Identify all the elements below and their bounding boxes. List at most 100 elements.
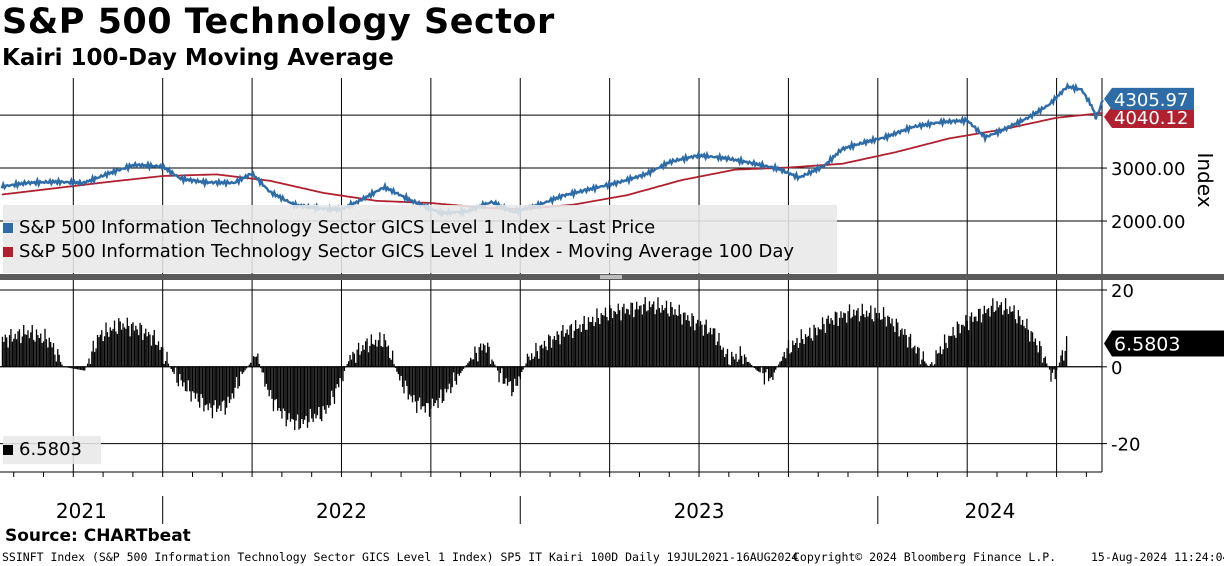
kairi-bar	[3, 341, 5, 367]
kairi-bar	[116, 333, 119, 367]
kairi-bar	[20, 343, 22, 367]
kairi-bar	[6, 337, 8, 367]
kairi-bar	[274, 366, 276, 401]
kairi-bar	[159, 349, 161, 367]
kairi-bar	[25, 334, 28, 367]
kairi-bar	[272, 366, 275, 412]
kairi-bar	[112, 328, 114, 367]
last-value-badge-last-price-shape	[1104, 87, 1194, 110]
kairi-bar	[644, 297, 646, 367]
kairi-bar	[939, 346, 941, 367]
kairi-bar	[786, 348, 788, 367]
kairi-bar	[162, 347, 164, 367]
kairi-bar	[482, 343, 485, 367]
kairi-bar	[251, 366, 253, 369]
kairi-bar	[583, 315, 585, 367]
kairi-bar	[373, 344, 375, 367]
kairi-bar	[455, 366, 458, 385]
y-axis-title: Index	[1193, 152, 1217, 207]
kairi-bar	[95, 348, 97, 367]
kairi-bar	[485, 352, 487, 367]
kairi-bar	[606, 316, 608, 367]
kairi-bar	[149, 334, 151, 367]
chart-subtitle: Kairi 100-Day Moving Average	[2, 45, 394, 71]
kairi-bar	[931, 362, 933, 367]
kairi-bar	[109, 327, 111, 367]
kairi-bar	[647, 310, 649, 367]
kairi-bar	[277, 366, 279, 411]
y-tick-label: 2000.00	[1111, 212, 1185, 233]
kairi-bar	[563, 336, 565, 367]
kairi-bar	[294, 366, 296, 431]
kairi-bar	[207, 366, 209, 411]
x-tick-label: 2022	[316, 499, 367, 523]
kairi-bar	[1031, 332, 1034, 367]
kairi-bar	[88, 358, 90, 367]
kairi-bar	[590, 322, 592, 367]
kairi-bar	[661, 305, 663, 367]
kairi-bar	[211, 366, 214, 419]
kairi-bar	[569, 325, 571, 367]
kairi-bar	[10, 329, 12, 367]
kairi-bar	[844, 313, 846, 367]
kairi-bar	[51, 347, 53, 367]
kairi-bar	[346, 364, 348, 367]
kairi-bar	[678, 304, 680, 367]
kairi-bar	[617, 303, 619, 367]
kairi-bar	[829, 323, 831, 367]
kairi-bar	[1013, 305, 1015, 367]
kairi-bar	[924, 361, 926, 367]
kairi-bar	[701, 324, 703, 367]
kairi-bar	[13, 338, 15, 367]
kairi-bar	[298, 366, 300, 430]
kairi-bar	[431, 366, 434, 399]
kairi-bar	[914, 345, 916, 367]
kairi-bar	[833, 324, 835, 367]
kairi-bar	[969, 316, 971, 367]
kairi-bar	[268, 366, 270, 397]
kairi-bar	[1063, 360, 1065, 367]
kairi-bar	[282, 366, 285, 409]
kairi-bar	[407, 366, 409, 400]
kairi-bar	[681, 324, 683, 367]
kairi-bar	[1054, 366, 1056, 380]
kairi-bar	[749, 363, 751, 367]
kairi-bar	[1040, 346, 1042, 367]
kairi-bar	[918, 347, 920, 367]
kairi-bar	[177, 366, 180, 387]
kairi-bar	[651, 304, 653, 367]
kairi-bar	[820, 329, 822, 367]
kairi-bar	[313, 366, 316, 414]
kairi-bar	[125, 328, 127, 367]
kairi-bar	[353, 353, 355, 367]
kairi-bar	[400, 366, 402, 376]
kairi-bar	[132, 322, 134, 367]
kairi-bar	[224, 366, 226, 415]
kairi-bar	[697, 319, 699, 367]
series-line-last-price	[0, 81, 1104, 219]
footer-ticker-info: SSINFT Index (S&P 500 Information Techno…	[2, 550, 799, 564]
kairi-bar	[691, 313, 693, 367]
kairi-bar	[37, 335, 39, 367]
kairi-bar	[340, 366, 343, 380]
kairi-bar	[738, 359, 740, 367]
kairi-bar	[309, 366, 311, 409]
kairi-bar	[1044, 356, 1046, 367]
kairi-bar	[509, 366, 512, 382]
kairi-bar	[846, 322, 848, 367]
kairi-bar	[565, 333, 567, 367]
kairi-bar	[362, 345, 364, 367]
kairi-bar	[567, 334, 570, 367]
kairi-bar	[233, 366, 235, 399]
kairi-bar	[47, 347, 49, 367]
kairi-bar	[1051, 366, 1054, 373]
y-tick-label: 0	[1111, 358, 1122, 379]
kairi-bar	[985, 313, 987, 367]
last-value-badge-kairi: 6.5803	[1104, 330, 1224, 357]
kairi-bar	[184, 366, 187, 392]
kairi-bar	[794, 342, 797, 367]
kairi-bar	[549, 336, 551, 367]
kairi-bar	[817, 327, 819, 367]
kairi-bar	[566, 329, 568, 367]
